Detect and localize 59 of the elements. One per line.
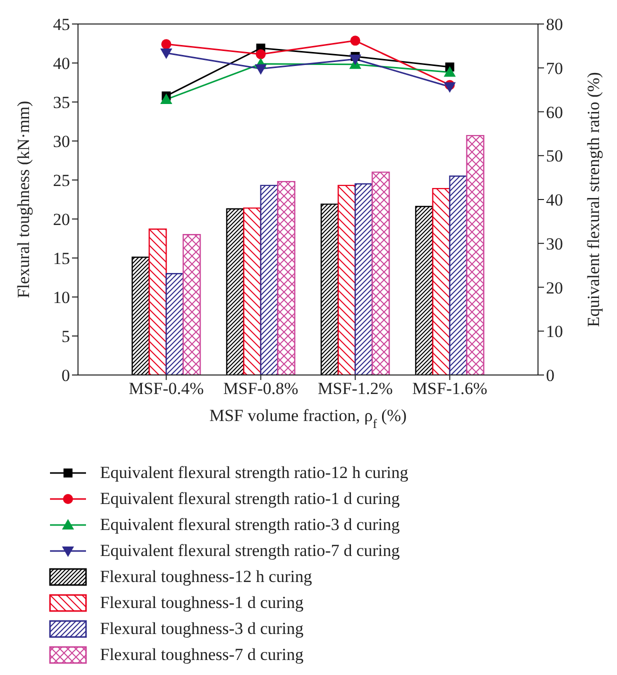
- y2-tick-label: 30: [546, 234, 563, 254]
- y-tick-label: 30: [53, 132, 70, 152]
- bar: [226, 208, 244, 375]
- legend-label: Flexural toughness-7 d curing: [100, 645, 304, 665]
- point: [349, 54, 362, 66]
- point: [160, 48, 172, 59]
- y2-tick-label: 70: [546, 58, 563, 78]
- point: [256, 49, 266, 60]
- y2-tick-label: 50: [546, 146, 563, 166]
- legend-label: Flexural toughness-12 h curing: [100, 567, 312, 587]
- bar: [148, 228, 167, 375]
- point: [161, 39, 172, 50]
- y2-tick-label: 0: [546, 366, 554, 386]
- y2-tick-label: 40: [546, 190, 563, 210]
- legend-label: Flexural toughness-1 d curing: [100, 593, 304, 613]
- x-tick-label: MSF-0.4%: [128, 379, 204, 398]
- bar: [166, 273, 184, 375]
- bar: [338, 184, 356, 375]
- y-tick-label: 35: [53, 93, 70, 112]
- y-tick-label: 5: [62, 327, 70, 346]
- point: [444, 82, 456, 93]
- y-tick-label: 25: [53, 171, 70, 190]
- point: [444, 66, 456, 77]
- bar: [372, 172, 390, 375]
- y2-tick-label: 10: [546, 322, 563, 342]
- bar: [277, 180, 296, 375]
- y2-tick-label: 20: [546, 278, 563, 298]
- legend-label: Flexural toughness-3 d curing: [100, 619, 304, 639]
- y-tick-label: 15: [53, 249, 70, 268]
- bar: [432, 188, 450, 375]
- y2-tick-label: 80: [546, 15, 563, 34]
- y-tick-label: 40: [53, 54, 70, 74]
- point: [160, 93, 172, 104]
- bar: [182, 234, 201, 375]
- legend-label: Equivalent flexural strength ratio-3 d curing: [100, 515, 400, 535]
- y-tick-label: 0: [62, 366, 70, 386]
- bar: [449, 176, 468, 375]
- legend-label: Equivalent flexural strength ratio-7 d curing: [100, 541, 400, 561]
- point: [254, 64, 267, 75]
- y-axis-title: Flexural toughness (kN·mm): [14, 100, 34, 298]
- x-tick-label: MSF-0.8%: [223, 379, 298, 398]
- bar: [320, 204, 339, 375]
- legend-label: Equivalent flexural strength ratio-12 h curing: [100, 463, 408, 483]
- bar: [260, 184, 278, 375]
- y-tick-label: 20: [53, 210, 70, 230]
- y-tick-label: 10: [53, 288, 70, 308]
- bar: [132, 256, 150, 375]
- x-axis-title: MSF volume fraction, ρ$_{f}$ (%): [209, 406, 407, 431]
- bar: [466, 134, 484, 375]
- point: [350, 36, 360, 46]
- bar: [415, 206, 434, 375]
- x-tick-label: MSF-1.6%: [412, 379, 488, 398]
- y2-axis-title: Equivalent flexural strength ratio (%): [584, 72, 604, 327]
- bar: [243, 207, 262, 375]
- x-tick-label: MSF-1.2%: [318, 379, 393, 398]
- legend-label: Equivalent flexural strength ratio-1 d curing: [100, 489, 400, 509]
- y-tick-label: 45: [53, 15, 70, 34]
- bar: [354, 183, 373, 375]
- y2-tick-label: 60: [546, 102, 563, 122]
